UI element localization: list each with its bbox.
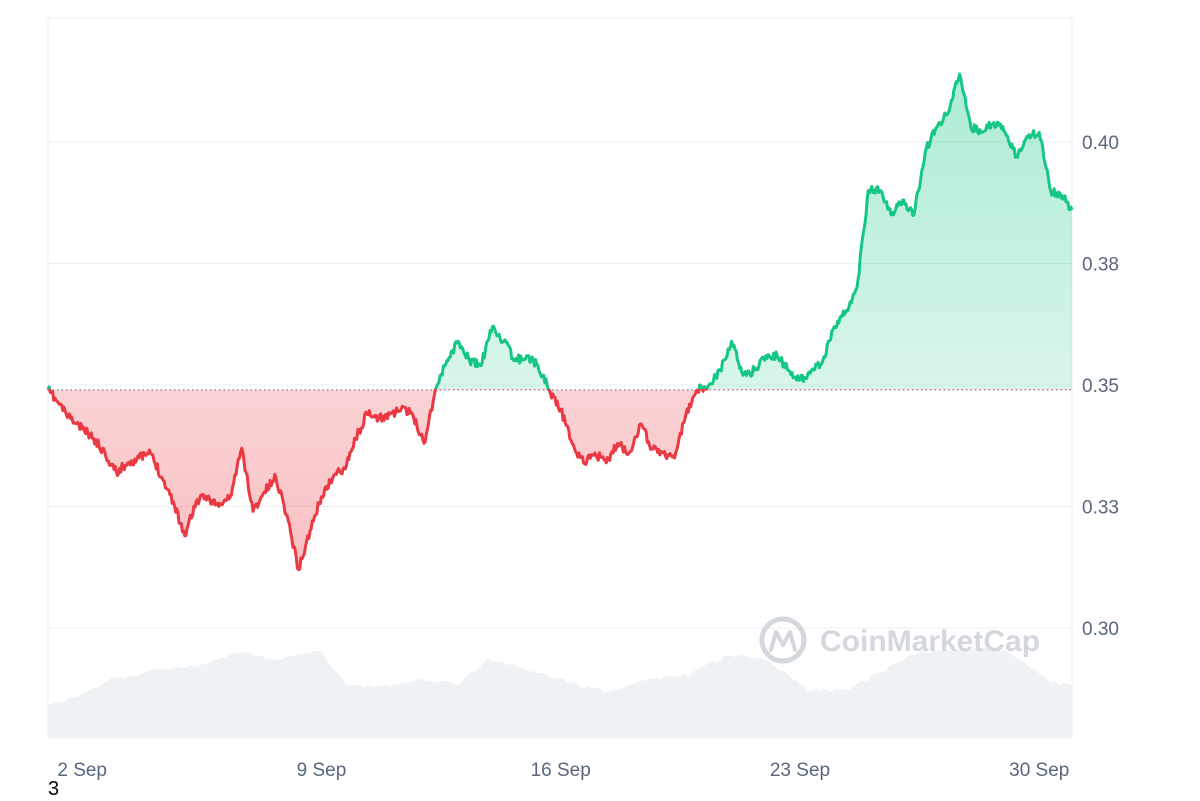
x-tick-label: 16 Sep <box>531 760 591 781</box>
x-tick-label: 9 Sep <box>297 760 347 781</box>
coinmarketcap-logo-icon <box>759 616 807 664</box>
price-line <box>46 72 1074 572</box>
x-tick-label: 23 Sep <box>770 760 830 781</box>
watermark-text: CoinMarketCap <box>820 625 1040 658</box>
y-tick-label: 0.35 <box>1082 376 1119 397</box>
y-tick-label: 0.38 <box>1082 255 1119 276</box>
x-axis: 2 Sep 9 Sep 16 Sep 23 Sep 30 Sep <box>57 760 1069 781</box>
price-line-up <box>46 72 1074 389</box>
volume-area <box>48 647 1072 738</box>
volume-shape <box>48 647 1072 738</box>
area-fill-up <box>48 74 1072 389</box>
area-up-shape <box>48 74 1072 389</box>
price-line-down <box>46 389 709 572</box>
y-tick-label: 0.40 <box>1082 133 1119 154</box>
area-fill-down <box>48 389 1072 570</box>
y-tick-label: 0.30 <box>1082 619 1119 640</box>
x-tick-label: 2 Sep <box>57 760 107 781</box>
y-axis: 0.30 0.33 0.35 0.38 0.40 <box>1082 133 1119 640</box>
x-tick-label: 30 Sep <box>1009 760 1069 781</box>
page-number: 3 <box>48 778 60 800</box>
area-down-shape <box>48 389 1072 570</box>
coinmarketcap-watermark: CoinMarketCap <box>759 616 1040 664</box>
y-tick-label: 0.33 <box>1082 498 1119 519</box>
